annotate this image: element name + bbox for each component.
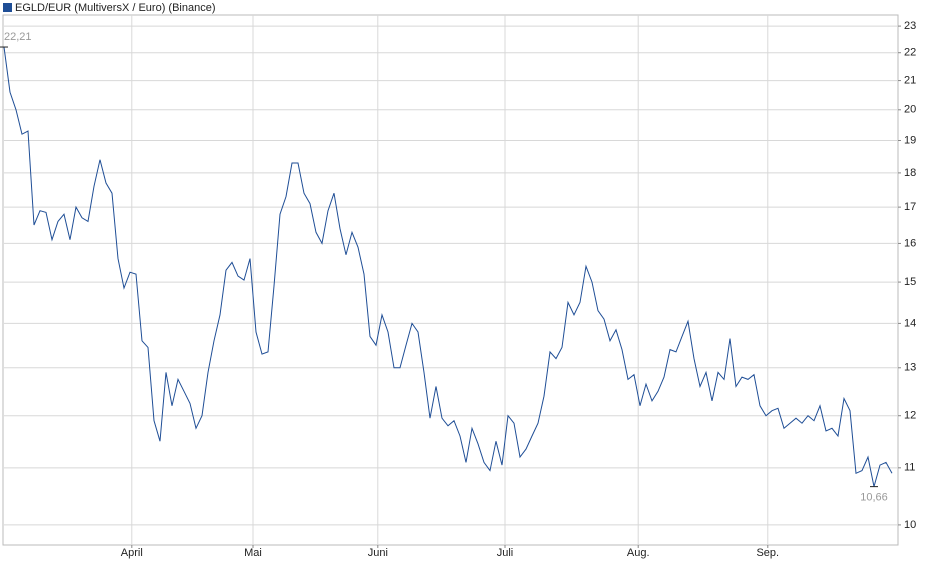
x-tick-label: Sep.	[756, 547, 779, 559]
y-tick-label: 12	[904, 410, 916, 422]
y-tick-label: 14	[904, 317, 916, 329]
y-tick-label: 18	[904, 167, 916, 179]
value-label: 22,21	[4, 31, 32, 43]
x-tick-label: Mai	[244, 547, 262, 559]
y-tick-label: 22	[904, 47, 916, 59]
x-tick-label: April	[121, 547, 143, 559]
x-tick-label: Juli	[497, 547, 514, 559]
legend-swatch	[3, 3, 12, 12]
plot-area	[2, 14, 899, 546]
y-tick-label: 17	[904, 201, 916, 213]
y-tick-label: 20	[904, 104, 916, 116]
y-tick-label: 23	[904, 20, 916, 32]
y-tick-label: 16	[904, 237, 916, 249]
x-tick-label: Juni	[368, 547, 388, 559]
y-tick-label: 11	[904, 462, 915, 474]
y-tick-label: 19	[904, 134, 916, 146]
x-tick-label: Aug.	[627, 547, 650, 559]
value-label: 10,66	[860, 492, 888, 504]
legend-label: EGLD/EUR (MultiversX / Euro) (Binance)	[15, 2, 216, 14]
price-line	[3, 46, 893, 487]
y-tick-label: 13	[904, 362, 916, 374]
y-tick-label: 10	[904, 519, 916, 531]
y-tick-label: 15	[904, 276, 916, 288]
y-tick-label: 21	[904, 74, 916, 86]
